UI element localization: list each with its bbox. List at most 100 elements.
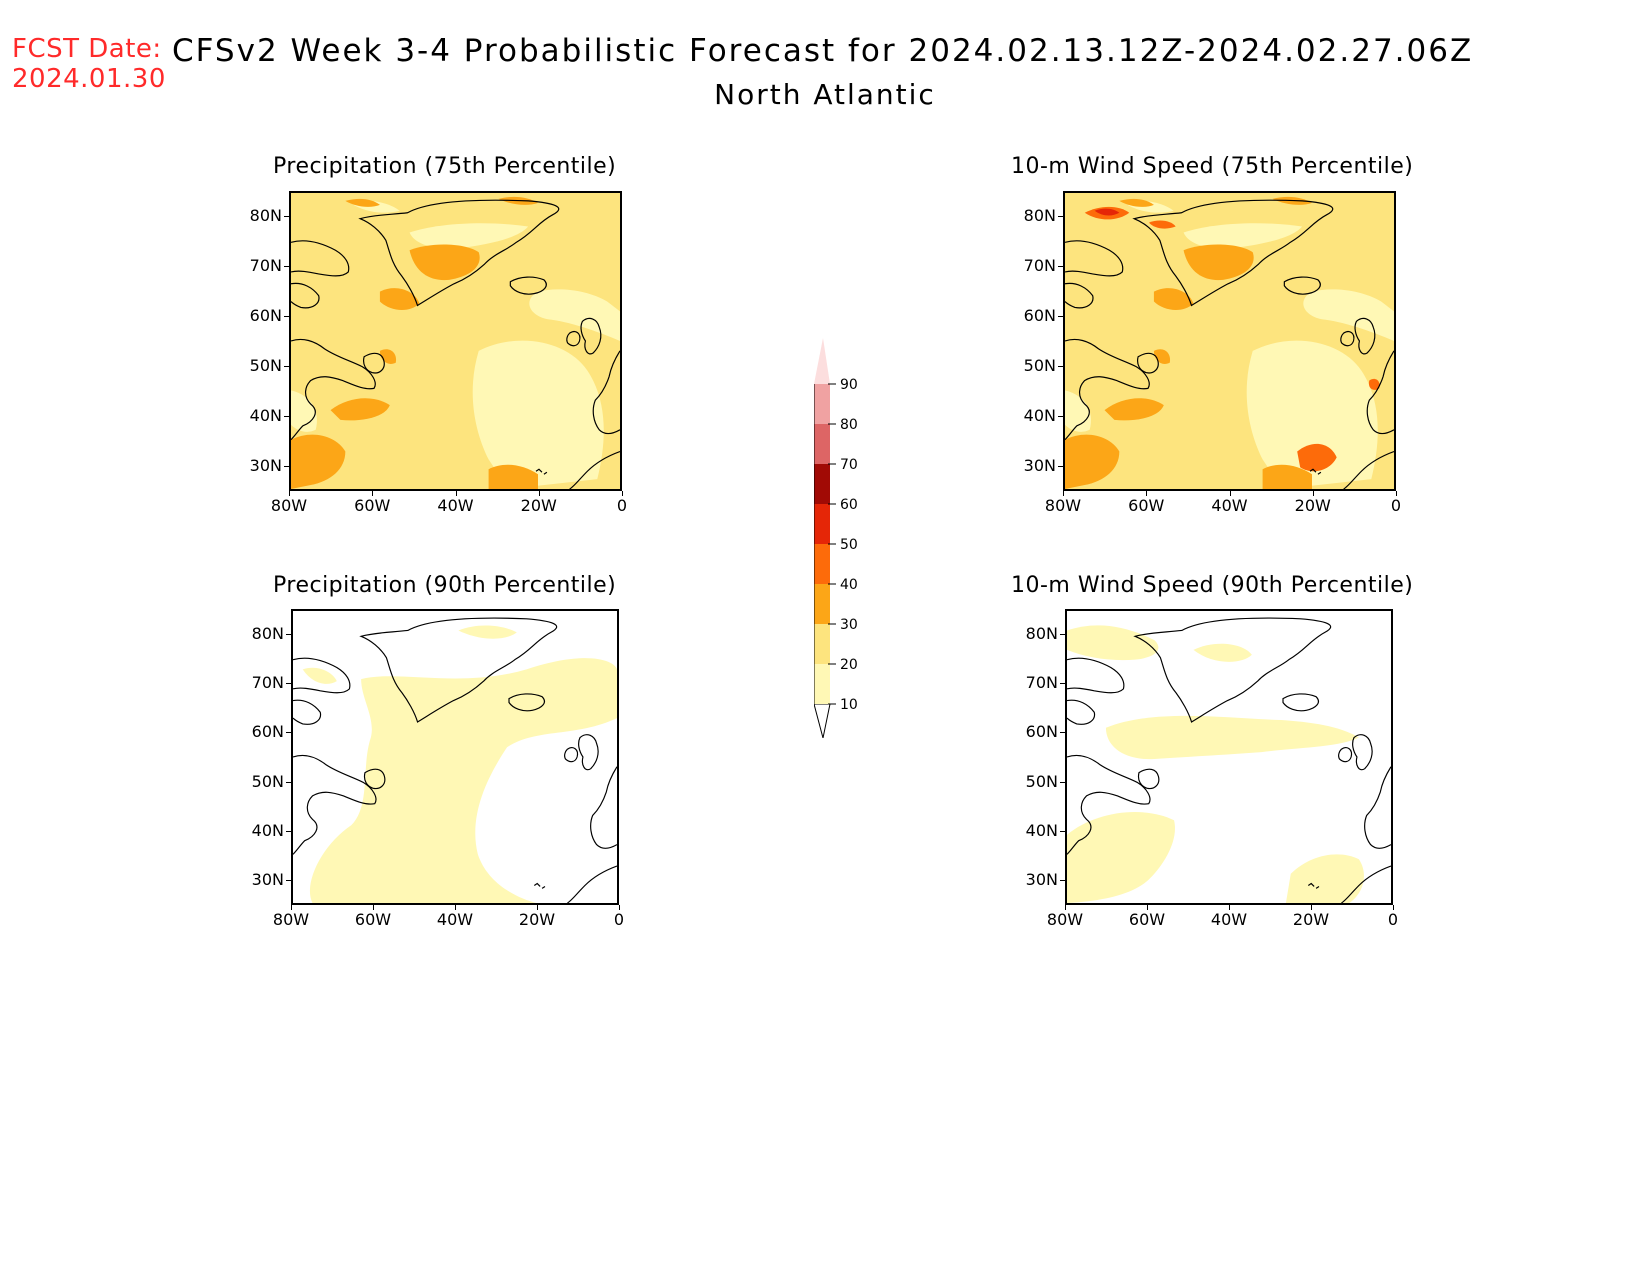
colorbar-label: 60 (840, 497, 858, 513)
map-wind90 (1065, 609, 1393, 905)
lon-label-0-0: 80W (270, 496, 308, 515)
lat-label-1-4: 40N (1023, 406, 1056, 425)
lat-tick (286, 781, 291, 783)
lon-tick (1229, 491, 1231, 496)
coastline (535, 468, 548, 475)
coastline (1067, 754, 1151, 855)
lon-label-2-1: 60W (354, 910, 392, 929)
lon-tick (1063, 491, 1064, 496)
lon-tick (619, 905, 620, 910)
lat-tick (284, 416, 289, 417)
lat-tick (1060, 633, 1065, 635)
field-orange (1153, 288, 1194, 310)
lat-tick (284, 216, 289, 217)
lon-label-2-0: 80W (272, 910, 310, 929)
coastline (1352, 734, 1373, 771)
lat-label-2-2: 60N (251, 722, 284, 742)
colorbar-label: 90 (840, 377, 858, 393)
coastline (564, 747, 579, 763)
lat-tick (1060, 781, 1065, 783)
coastline (590, 766, 617, 849)
colorbar-label: 50 (840, 537, 858, 553)
coastline (1282, 693, 1319, 712)
lon-label-0-2: 40W (437, 496, 474, 515)
coastline (359, 617, 558, 723)
page-subtitle: North Atlantic (714, 78, 936, 111)
colorbar: 10 20 30 40 50 60 70 80 90 (814, 338, 858, 738)
coastline (1137, 768, 1160, 790)
lat-label-1-0: 80N (1023, 206, 1056, 225)
lon-tick (622, 491, 623, 496)
lon-label-0-4: 0 (616, 496, 628, 515)
lat-label-2-5: 30N (251, 870, 284, 890)
lat-label-2-4: 40N (251, 821, 284, 840)
colorbar-label: 80 (840, 417, 858, 433)
lat-tick (284, 366, 289, 367)
field-light (409, 223, 529, 249)
lat-tick (1058, 216, 1063, 217)
field-orange (1065, 434, 1120, 489)
coastline (567, 865, 617, 903)
lon-label-1-3: 20W (1294, 496, 1331, 515)
lat-tick (1060, 732, 1065, 734)
lat-label-2-1: 70N (251, 673, 284, 692)
field-light (529, 289, 620, 341)
field-light (1285, 854, 1364, 903)
colorbar-box (814, 624, 830, 664)
lon-tick (373, 905, 374, 910)
field-light (472, 340, 604, 489)
fcst-date: FCST Date: 2024.01.30 (12, 34, 166, 94)
lat-tick (286, 732, 291, 734)
coastline (291, 282, 320, 309)
field-deep (1368, 378, 1380, 390)
lon-label-2-3: 20W (518, 910, 556, 929)
map-precip90 (291, 609, 619, 905)
coastline (293, 699, 322, 725)
coastline (293, 754, 377, 855)
field-orange (379, 288, 420, 310)
lat-tick (284, 466, 289, 467)
coastline (508, 693, 545, 712)
field-light (302, 667, 337, 684)
lat-label-1-1: 70N (1023, 256, 1056, 275)
coastline (592, 350, 620, 435)
map-precip75 (289, 191, 622, 491)
colorbar-label: 20 (840, 657, 858, 673)
lat-tick (1060, 880, 1065, 882)
colorbar-box (814, 504, 830, 544)
field-orange (1183, 244, 1254, 281)
coastline (363, 768, 386, 790)
coastline (578, 734, 599, 771)
lat-label-0-5: 30N (249, 456, 282, 475)
lat-label-2-3: 50N (251, 771, 284, 791)
map-canvas (291, 193, 620, 489)
colorbar-label: 10 (840, 697, 858, 713)
coastline (293, 657, 351, 694)
lon-tick (455, 491, 457, 496)
lat-tick (1058, 266, 1063, 267)
lon-tick (1312, 491, 1314, 496)
field-orange (1104, 398, 1164, 421)
colorbar-label: 70 (840, 457, 858, 473)
lat-tick (1060, 683, 1065, 684)
fcst-date-label: FCST Date: (12, 34, 162, 64)
lon-tick (1229, 905, 1230, 910)
lon-label-1-1: 60W (1128, 496, 1165, 515)
coastline (1364, 766, 1391, 849)
colorbar-upper-extension (814, 338, 830, 384)
field-light (1246, 340, 1378, 489)
lat-label-3-3: 50N (1025, 771, 1058, 791)
coastline (1307, 882, 1320, 889)
coastline (1354, 317, 1376, 355)
lon-label-2-2: 40W (436, 910, 474, 929)
coastline (1065, 338, 1150, 441)
lon-tick (1311, 905, 1312, 910)
lat-label-0-3: 50N (249, 356, 282, 375)
map-canvas (1067, 611, 1391, 903)
coastline (1340, 330, 1355, 347)
colorbar-lower-extension (814, 703, 831, 738)
lat-label-3-0: 80N (1025, 623, 1058, 643)
coastline (1309, 468, 1322, 475)
lon-tick (291, 905, 292, 910)
lat-tick (286, 633, 291, 635)
